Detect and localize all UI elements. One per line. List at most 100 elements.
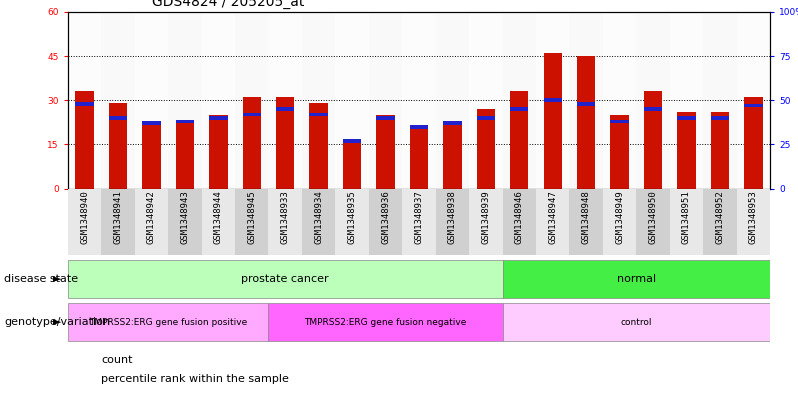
Bar [268, 303, 503, 341]
Bar [409, 125, 429, 129]
Bar [636, 12, 670, 189]
Text: normal: normal [617, 274, 656, 284]
Bar [678, 112, 696, 189]
Text: disease state: disease state [4, 274, 78, 284]
Text: GSM1348939: GSM1348939 [481, 190, 490, 244]
Text: ►: ► [53, 274, 61, 284]
Bar [469, 189, 503, 255]
Bar [443, 121, 461, 125]
Text: control: control [621, 318, 652, 327]
Text: ►: ► [53, 317, 61, 327]
Bar [335, 189, 369, 255]
Bar [109, 116, 127, 119]
Bar [302, 12, 335, 189]
Bar [176, 121, 194, 189]
Bar [168, 189, 202, 255]
Bar [602, 12, 636, 189]
Text: genotype/variation: genotype/variation [4, 317, 110, 327]
Bar [168, 12, 202, 189]
Bar [670, 189, 703, 255]
Text: GSM1348945: GSM1348945 [247, 190, 256, 244]
Bar [577, 102, 595, 105]
Bar [443, 124, 461, 189]
Text: GSM1348952: GSM1348952 [716, 190, 725, 244]
Bar [469, 12, 503, 189]
Text: GSM1348946: GSM1348946 [515, 190, 523, 244]
Bar [402, 12, 436, 189]
Text: GSM1348938: GSM1348938 [448, 190, 457, 244]
Bar [343, 141, 361, 189]
Text: GSM1348943: GSM1348943 [180, 190, 189, 244]
Bar [209, 116, 227, 119]
Bar [243, 97, 261, 189]
Bar [476, 116, 495, 119]
Bar [711, 112, 729, 189]
Bar [209, 115, 227, 189]
Bar [68, 12, 101, 189]
Bar [570, 12, 602, 189]
Bar [745, 97, 763, 189]
Bar [510, 91, 528, 189]
Bar [109, 103, 127, 189]
Text: count: count [101, 354, 132, 365]
Bar [369, 189, 402, 255]
Bar [276, 107, 294, 111]
Bar [343, 139, 361, 143]
Bar [268, 189, 302, 255]
Bar [176, 119, 194, 123]
Text: GSM1348942: GSM1348942 [147, 190, 156, 244]
Bar [377, 116, 395, 119]
Text: GSM1348947: GSM1348947 [548, 190, 557, 244]
Text: TMPRSS2:ERG gene fusion positive: TMPRSS2:ERG gene fusion positive [89, 318, 247, 327]
Bar [377, 115, 395, 189]
Bar [142, 124, 160, 189]
Bar [68, 260, 503, 298]
Bar [369, 12, 402, 189]
Bar [335, 12, 369, 189]
Bar [644, 91, 662, 189]
Bar [101, 12, 135, 189]
Bar [302, 189, 335, 255]
Bar [536, 189, 570, 255]
Bar [310, 103, 328, 189]
Text: GSM1348950: GSM1348950 [649, 190, 658, 244]
Text: GSM1348948: GSM1348948 [582, 190, 591, 244]
Text: GSM1348933: GSM1348933 [281, 190, 290, 244]
Bar [503, 189, 536, 255]
Text: GSM1348951: GSM1348951 [682, 190, 691, 244]
Text: GSM1348953: GSM1348953 [749, 190, 758, 244]
Bar [402, 189, 436, 255]
Bar [503, 303, 770, 341]
Bar [135, 189, 168, 255]
Text: GSM1348941: GSM1348941 [113, 190, 122, 244]
Bar [703, 189, 737, 255]
Bar [68, 189, 101, 255]
Bar [703, 12, 737, 189]
Text: GSM1348940: GSM1348940 [80, 190, 89, 244]
Text: GDS4824 / 205205_at: GDS4824 / 205205_at [152, 0, 305, 9]
Bar [436, 12, 469, 189]
Bar [577, 56, 595, 189]
Bar [310, 112, 328, 116]
Text: GSM1348936: GSM1348936 [381, 190, 390, 244]
Bar [503, 12, 536, 189]
Bar [536, 12, 570, 189]
Bar [510, 107, 528, 111]
Text: GSM1348944: GSM1348944 [214, 190, 223, 244]
Bar [711, 116, 729, 119]
Bar [75, 102, 93, 105]
Bar [235, 12, 268, 189]
Bar [68, 303, 268, 341]
Bar [268, 12, 302, 189]
Text: GSM1348937: GSM1348937 [414, 190, 424, 244]
Bar [610, 115, 629, 189]
Bar [543, 98, 562, 102]
Bar [737, 189, 770, 255]
Bar [503, 260, 770, 298]
Bar [142, 121, 160, 125]
Bar [243, 112, 261, 116]
Bar [436, 189, 469, 255]
Text: TMPRSS2:ERG gene fusion negative: TMPRSS2:ERG gene fusion negative [304, 318, 467, 327]
Bar [644, 107, 662, 111]
Bar [75, 91, 93, 189]
